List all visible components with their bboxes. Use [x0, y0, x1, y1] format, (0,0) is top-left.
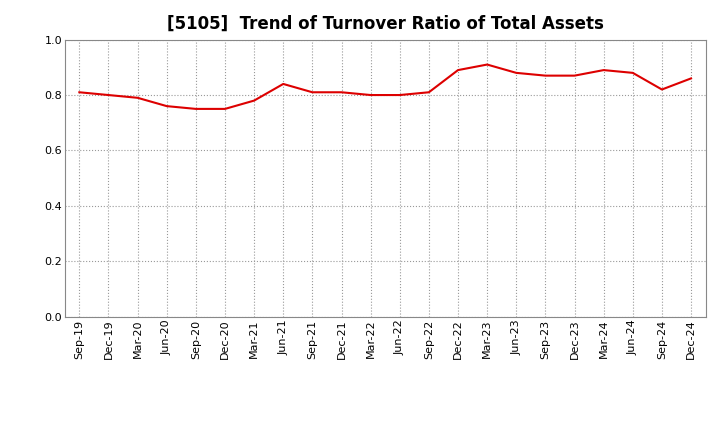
- Title: [5105]  Trend of Turnover Ratio of Total Assets: [5105] Trend of Turnover Ratio of Total …: [167, 15, 603, 33]
